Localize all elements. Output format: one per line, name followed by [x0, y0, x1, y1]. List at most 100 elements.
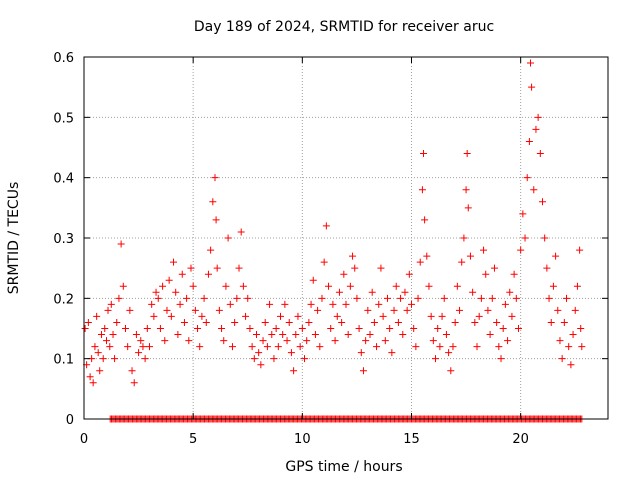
data-point [305, 318, 313, 326]
data-point [484, 306, 492, 314]
data-point [272, 325, 280, 332]
data-point [429, 337, 437, 345]
data-point [386, 325, 394, 332]
data-point [425, 282, 433, 290]
data-point [340, 270, 348, 278]
data-point [126, 306, 134, 314]
data-point [107, 300, 115, 308]
data-point [541, 234, 549, 242]
data-point [255, 349, 263, 357]
data-point [549, 282, 557, 290]
data-point [204, 270, 212, 278]
x-tick-label: 10 [294, 432, 311, 447]
data-point [314, 306, 322, 314]
data-point [490, 264, 498, 272]
data-point [554, 306, 562, 314]
data-point [563, 294, 571, 302]
data-point [351, 264, 359, 272]
data-point [466, 252, 474, 260]
data-point [346, 282, 354, 290]
data-point [172, 288, 180, 296]
data-point [453, 282, 461, 290]
data-point [488, 294, 496, 302]
data-point [146, 343, 153, 351]
data-point [375, 300, 383, 308]
data-point [137, 337, 145, 345]
data-point [418, 186, 426, 194]
data-point [408, 300, 415, 308]
data-point [220, 337, 228, 345]
data-point [161, 337, 169, 345]
data-point [104, 306, 112, 314]
data-point [499, 325, 507, 332]
data-point [178, 270, 186, 278]
data-point [130, 379, 138, 387]
data-point [534, 113, 542, 121]
data-point [231, 318, 239, 326]
data-point [102, 337, 110, 345]
data-point [388, 349, 396, 357]
data-point [578, 343, 586, 351]
data-point [191, 306, 199, 314]
data-point [427, 312, 435, 320]
data-point [81, 325, 89, 332]
data-point [469, 288, 477, 296]
data-point [436, 343, 444, 351]
x-tick-labels: 0 5 10 15 20 [80, 432, 529, 447]
data-point [248, 343, 256, 351]
data-point [342, 300, 350, 308]
data-point [244, 294, 252, 302]
data-point [303, 337, 311, 345]
data-point [270, 355, 278, 363]
data-point [318, 294, 326, 302]
data-point [410, 325, 418, 332]
data-point [521, 234, 529, 242]
data-point [215, 306, 223, 314]
y-tick-labels: 0 0.1 0.2 0.3 0.4 0.5 0.6 [53, 51, 74, 428]
data-point [274, 343, 282, 351]
data-point [473, 343, 481, 351]
data-point [523, 174, 531, 182]
data-point [287, 349, 295, 357]
data-point [464, 204, 472, 212]
data-point [368, 288, 376, 296]
x-axis-label: GPS time / hours [285, 459, 402, 475]
data-point [392, 282, 400, 290]
data-point [187, 264, 195, 272]
data-point [501, 300, 509, 308]
data-point [471, 318, 479, 326]
data-point [493, 318, 501, 326]
data-point [447, 367, 455, 375]
x-tick-label: 15 [403, 432, 420, 447]
data-point [480, 246, 488, 254]
data-point [97, 331, 105, 339]
data-point [233, 294, 241, 302]
data-point [383, 294, 391, 302]
data-point [259, 337, 267, 345]
data-point [573, 282, 581, 290]
data-point [349, 252, 357, 260]
data-point [414, 294, 422, 302]
data-point [180, 318, 188, 326]
data-point [432, 355, 440, 363]
data-point [416, 258, 424, 266]
data-point [539, 198, 546, 206]
y-axis-label: SRMTID / TECUs [6, 182, 22, 295]
data-point [194, 325, 202, 332]
x-tick-label: 20 [512, 432, 529, 447]
data-point [403, 306, 411, 314]
data-point [362, 337, 370, 345]
data-point [209, 198, 217, 206]
data-point [525, 137, 533, 145]
data-point [567, 361, 575, 369]
data-point [167, 312, 175, 320]
data-point [565, 343, 573, 351]
data-point [325, 282, 333, 290]
data-point [307, 300, 315, 308]
data-point [135, 349, 143, 357]
data-point [226, 300, 234, 308]
data-point [309, 276, 317, 284]
data-point [560, 318, 568, 326]
data-point [405, 270, 413, 278]
data-point [519, 210, 527, 218]
